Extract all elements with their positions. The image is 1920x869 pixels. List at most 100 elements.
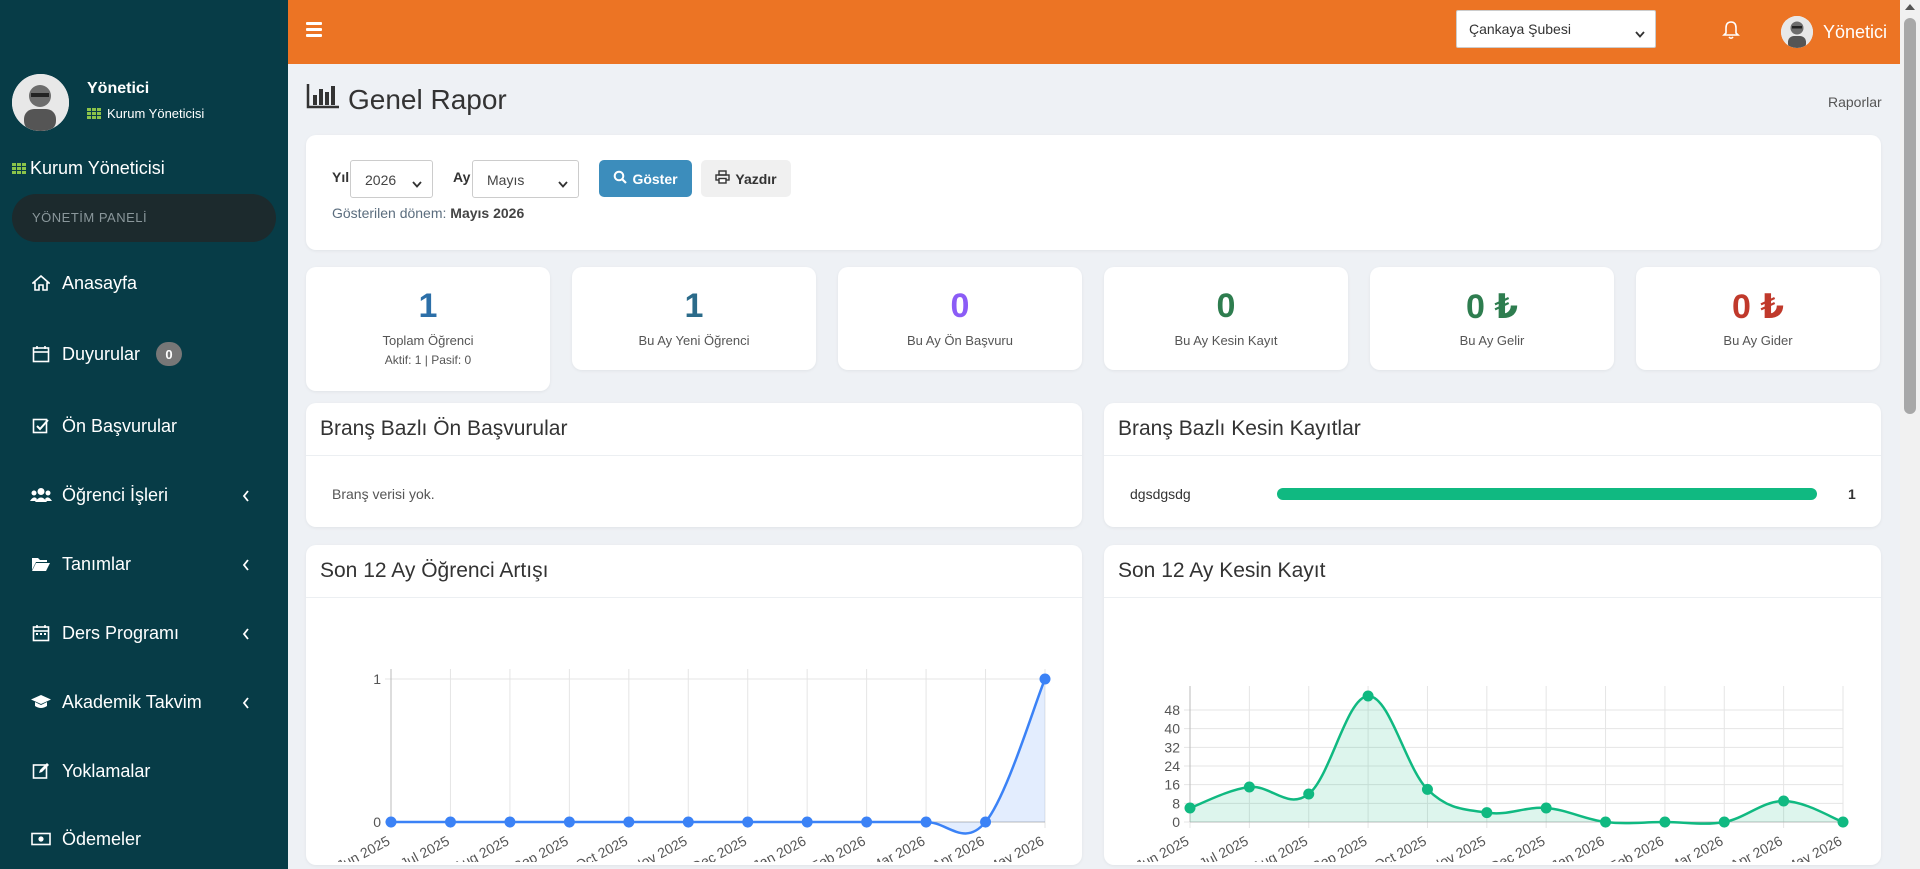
year-select-value: 2026 <box>365 172 397 188</box>
grid-icon <box>12 163 26 174</box>
sidebar-search-input[interactable]: YÖNETİM PANELİ <box>12 194 276 242</box>
sidebar-item-anasayfa[interactable]: Anasayfa <box>0 258 288 308</box>
data-point <box>504 816 516 828</box>
sidebar-item-label: Ders Programı <box>62 622 180 643</box>
edit-icon <box>30 760 52 782</box>
print-button[interactable]: Yazdır <box>701 160 791 197</box>
sidebar-item-duyurular[interactable]: Duyurular 0 <box>0 329 288 379</box>
breadcrumb[interactable]: Raporlar <box>1828 94 1882 110</box>
sidebar-item-ders-programi[interactable]: Ders Programı <box>0 608 288 658</box>
stat-card-pre-applications: 0 Bu Ay Ön Başvuru <box>838 267 1082 370</box>
sidebar-section-label: Kurum Yöneticisi <box>30 158 165 178</box>
data-point <box>1184 802 1196 814</box>
scroll-up-arrow-icon[interactable] <box>1905 4 1915 10</box>
user-name: Yönetici <box>87 80 150 97</box>
month-select-value: Mayıs <box>487 172 525 188</box>
series-line <box>391 678 1047 835</box>
data-point <box>1659 816 1671 828</box>
sidebar-item-yoklamalar[interactable]: Yoklamalar <box>0 746 288 796</box>
sidebar-item-label: Ödemeler <box>62 828 142 849</box>
checkbox-icon <box>30 415 52 437</box>
printer-icon <box>715 170 731 187</box>
y-tick-label: 32 <box>1164 739 1180 755</box>
stat-label: Bu Ay Yeni Öğrenci <box>638 333 750 348</box>
y-tick-label: 1 <box>373 671 381 687</box>
stat-value: 0 ₺ <box>1465 288 1518 326</box>
sidebar-item-akademik-takvim[interactable]: Akademik Takvim <box>0 677 288 727</box>
count-badge: 0 <box>156 342 183 366</box>
stat-value: 1 <box>418 287 438 325</box>
y-tick-label: 0 <box>373 814 381 830</box>
x-tick-label: Nov 2025 <box>1428 832 1489 862</box>
scrollbar-thumb[interactable] <box>1904 18 1916 414</box>
chevron-left-icon <box>242 693 250 714</box>
avatar <box>12 74 69 131</box>
year-select[interactable]: 2026 <box>350 160 433 198</box>
show-button[interactable]: Göster <box>599 160 692 197</box>
branch-select-value: Çankaya Şubesi <box>1469 21 1571 37</box>
stat-value: 0 <box>950 287 970 325</box>
data-point <box>623 816 635 828</box>
x-tick-label: Sep 2025 <box>510 832 571 862</box>
graduation-cap-icon <box>30 691 52 713</box>
sidebar-item-ogrenci-isleri[interactable]: Öğrenci İşleri <box>0 470 288 520</box>
x-tick-label: Oct 2025 <box>573 832 631 862</box>
month-select[interactable]: Mayıs <box>472 160 579 198</box>
divider <box>1104 597 1881 598</box>
data-point <box>980 816 992 828</box>
sidebar-item-on-basvurular[interactable]: Ön Başvurular <box>0 401 288 451</box>
x-tick-label: Sep 2025 <box>1309 832 1370 862</box>
data-point <box>1039 673 1051 685</box>
data-point <box>1303 788 1315 800</box>
branch-final-registrations-panel: Branş Bazlı Kesin Kayıtlar dgsdgsdg 1 <box>1104 403 1881 527</box>
year-label: Yıl <box>332 169 350 185</box>
stat-label: Bu Ay Gider <box>1723 333 1793 348</box>
menu-toggle-icon[interactable] <box>306 22 322 37</box>
panel-title: Son 12 Ay Öğrenci Artışı <box>320 559 549 582</box>
x-tick-label: Nov 2025 <box>629 832 690 862</box>
x-tick-label: Apr 2026 <box>1727 832 1785 862</box>
panel-title: Branş Bazlı Ön Başvurular <box>320 417 568 440</box>
y-tick-label: 16 <box>1164 777 1180 793</box>
data-point <box>563 816 575 828</box>
sidebar-item-label: Ön Başvurular <box>62 415 178 436</box>
data-point <box>1421 783 1433 795</box>
y-tick-label: 24 <box>1164 758 1180 774</box>
month-label: Ay <box>453 169 471 185</box>
users-icon <box>30 484 52 506</box>
branch-row-value: 1 <box>1848 486 1856 502</box>
stat-card-income: 0 ₺ Bu Ay Gelir <box>1370 267 1614 370</box>
page-title: Genel Rapor <box>306 83 507 116</box>
scrollbar[interactable] <box>1900 0 1920 869</box>
avatar <box>1781 16 1813 48</box>
branch-pre-applications-panel: Branş Bazlı Ön Başvurular Branş verisi y… <box>306 403 1082 527</box>
divider <box>1104 455 1881 456</box>
filter-card: Yıl 2026 Ay Mayıs Göster Yazdır Gösteril… <box>306 135 1881 250</box>
data-point <box>920 816 932 828</box>
sidebar-item-odemeler[interactable]: Ödemeler <box>0 814 288 864</box>
calendar-icon <box>30 622 52 644</box>
user-menu[interactable]: Yönetici <box>1781 16 1887 48</box>
stat-label: Toplam Öğrenci <box>382 333 474 348</box>
home-icon <box>30 272 52 294</box>
x-tick-label: Aug 2025 <box>1250 832 1311 862</box>
data-point <box>1718 816 1730 828</box>
data-point <box>1837 816 1849 828</box>
data-point <box>1362 690 1374 702</box>
x-tick-label: Feb 2026 <box>808 832 868 862</box>
search-icon <box>613 170 628 187</box>
topbar: Çankaya Şubesi Yönetici <box>288 0 1900 64</box>
stat-card-new-students: 1 Bu Ay Yeni Öğrenci <box>572 267 816 370</box>
bell-icon[interactable] <box>1722 20 1740 45</box>
sidebar-item-tanimlar[interactable]: Tanımlar <box>0 539 288 589</box>
branch-select[interactable]: Çankaya Şubesi <box>1456 10 1656 48</box>
student-growth-chart-panel: Son 12 Ay Öğrenci Artışı 0 1 Jun 2025 Jul 2… <box>306 545 1082 865</box>
chevron-left-icon <box>242 555 250 576</box>
sidebar-item-label: Anasayfa <box>62 272 138 293</box>
grid-icon <box>87 108 101 119</box>
stat-value: 0 <box>1216 287 1236 325</box>
user-menu-name: Yönetici <box>1823 21 1888 42</box>
calendar-icon <box>30 343 52 365</box>
data-point <box>1778 795 1790 807</box>
stat-card-expense: 0 ₺ Bu Ay Gider <box>1636 267 1880 370</box>
